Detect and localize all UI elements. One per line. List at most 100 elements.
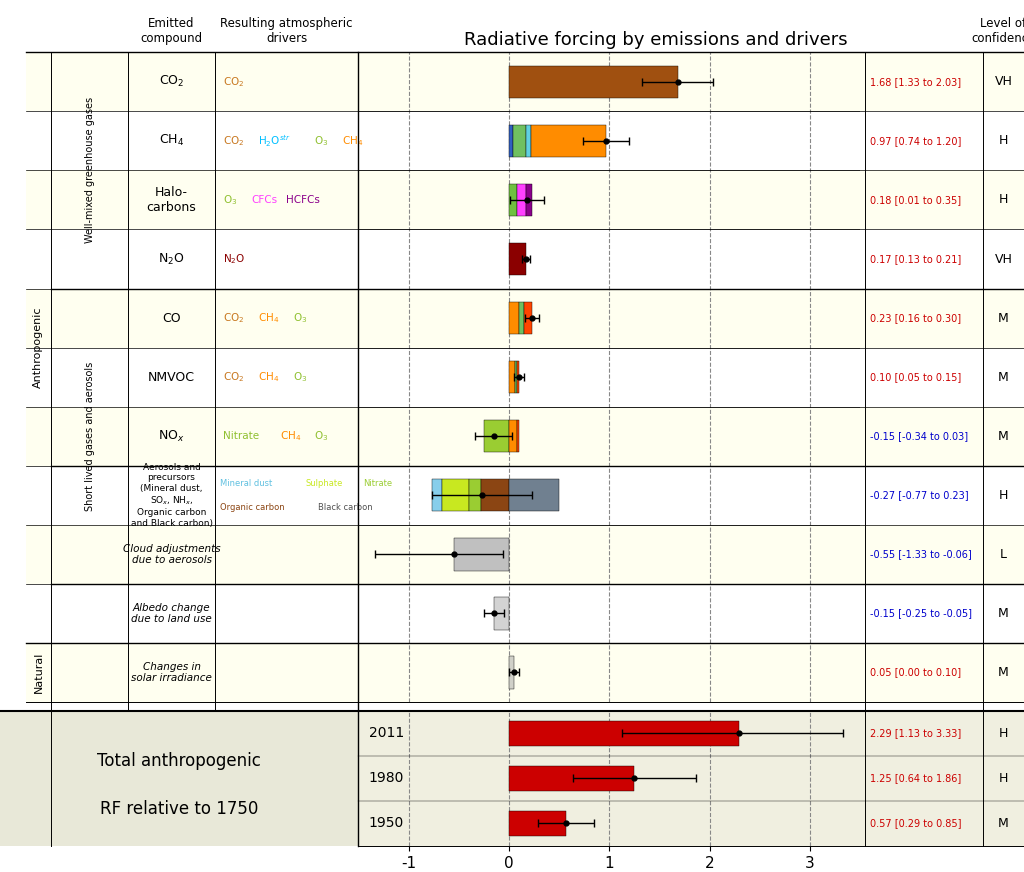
Text: M: M: [998, 607, 1009, 620]
Bar: [509, 811, 566, 835]
Bar: [531, 125, 606, 157]
Bar: [358, 584, 860, 643]
Text: Nitrate: Nitrate: [223, 431, 259, 441]
Text: NMVOC: NMVOC: [148, 371, 195, 384]
Bar: [358, 348, 860, 406]
Text: 1950: 1950: [369, 816, 403, 830]
Bar: [358, 643, 860, 702]
Text: CO$_2$: CO$_2$: [223, 134, 245, 148]
Text: O$_3$: O$_3$: [314, 429, 329, 443]
Text: Mineral dust: Mineral dust: [220, 479, 272, 488]
Text: M: M: [998, 666, 1009, 679]
Bar: [358, 756, 860, 800]
Text: M: M: [998, 371, 1009, 384]
Text: Organic carbon: Organic carbon: [220, 502, 285, 512]
Text: RF relative to 1750: RF relative to 1750: [100, 800, 258, 818]
Text: CFCs: CFCs: [251, 195, 278, 205]
Bar: [358, 711, 860, 756]
Bar: [358, 112, 860, 170]
Text: CO$_2$: CO$_2$: [159, 74, 184, 90]
Bar: [509, 125, 513, 157]
Text: CO$_2$: CO$_2$: [223, 75, 245, 89]
Text: HCFCs: HCFCs: [286, 195, 319, 205]
Text: Total anthropogenic: Total anthropogenic: [97, 752, 261, 770]
Text: 0.23 [0.16 to 0.30]: 0.23 [0.16 to 0.30]: [870, 313, 962, 324]
Text: -0.15 [-0.34 to 0.03]: -0.15 [-0.34 to 0.03]: [870, 431, 969, 441]
Text: H: H: [998, 194, 1009, 207]
Text: H: H: [998, 726, 1009, 739]
Bar: [509, 361, 515, 393]
Bar: [509, 65, 678, 98]
Text: CH$_4$: CH$_4$: [258, 311, 280, 325]
Text: NO$_x$: NO$_x$: [159, 429, 184, 444]
Text: CO: CO: [162, 311, 181, 324]
Text: H: H: [998, 134, 1009, 147]
Bar: [509, 184, 517, 216]
Text: CO$_2$: CO$_2$: [223, 371, 245, 384]
Text: CH$_4$: CH$_4$: [258, 371, 280, 384]
Text: Well-mixed greenhouse gases: Well-mixed greenhouse gases: [85, 98, 94, 243]
Text: CH$_4$: CH$_4$: [342, 134, 364, 148]
Bar: [517, 361, 519, 393]
Text: O$_3$: O$_3$: [223, 193, 238, 207]
Text: -0.15 [-0.25 to -0.05]: -0.15 [-0.25 to -0.05]: [870, 609, 973, 618]
Bar: [509, 302, 519, 334]
Text: 0.18 [0.01 to 0.35]: 0.18 [0.01 to 0.35]: [870, 195, 962, 205]
Text: 1.25 [0.64 to 1.86]: 1.25 [0.64 to 1.86]: [870, 773, 962, 783]
Text: Changes in
solar irradiance: Changes in solar irradiance: [131, 662, 212, 684]
Text: N$_2$O: N$_2$O: [159, 251, 184, 267]
Text: Short lived gases and aerosols: Short lived gases and aerosols: [85, 362, 94, 511]
Text: M: M: [998, 817, 1009, 830]
Text: 1980: 1980: [369, 771, 404, 786]
Text: Black carbon: Black carbon: [318, 502, 373, 512]
Bar: [454, 538, 509, 570]
Text: VH: VH: [994, 253, 1013, 265]
Text: Emitted
compound: Emitted compound: [140, 17, 203, 45]
Bar: [358, 800, 860, 846]
Bar: [509, 420, 517, 453]
Text: L: L: [1000, 548, 1007, 561]
Text: Nitrate: Nitrate: [364, 479, 392, 488]
Text: Natural: Natural: [34, 651, 43, 693]
Text: O$_3$: O$_3$: [293, 311, 307, 325]
Text: M: M: [998, 311, 1009, 324]
Bar: [432, 479, 441, 512]
Bar: [509, 721, 738, 746]
Text: 0.05 [0.00 to 0.10]: 0.05 [0.00 to 0.10]: [870, 667, 962, 678]
Text: M: M: [998, 430, 1009, 443]
Text: -0.55 [-1.33 to -0.06]: -0.55 [-1.33 to -0.06]: [870, 549, 972, 559]
Text: CO$_2$: CO$_2$: [223, 311, 245, 325]
Text: Albedo change
due to land use: Albedo change due to land use: [131, 603, 212, 624]
Bar: [358, 406, 860, 466]
Text: O$_3$: O$_3$: [293, 371, 307, 384]
Text: Anthropogenic: Anthropogenic: [34, 307, 43, 388]
Bar: [524, 302, 532, 334]
Text: H: H: [998, 772, 1009, 785]
Text: Halo-
carbons: Halo- carbons: [146, 186, 197, 214]
Bar: [526, 125, 531, 157]
Bar: [517, 184, 526, 216]
Text: Aerosols and
precursors
(Mineral dust,
SO$_x$, NH$_x$,
Organic carbon
and Black : Aerosols and precursors (Mineral dust, S…: [130, 463, 213, 528]
Bar: [358, 525, 860, 584]
Bar: [469, 479, 481, 512]
Bar: [483, 420, 509, 453]
Text: 1.68 [1.33 to 2.03]: 1.68 [1.33 to 2.03]: [870, 77, 962, 87]
Text: Resulting atmospheric
drivers: Resulting atmospheric drivers: [220, 17, 353, 45]
Text: -0.27 [-0.77 to 0.23]: -0.27 [-0.77 to 0.23]: [870, 490, 969, 501]
Text: H$_2$O$^{str}$: H$_2$O$^{str}$: [258, 133, 291, 149]
Bar: [517, 420, 519, 453]
Text: VH: VH: [994, 75, 1013, 88]
Text: CH$_4$: CH$_4$: [159, 133, 184, 148]
Text: 0.17 [0.13 to 0.21]: 0.17 [0.13 to 0.21]: [870, 254, 962, 264]
Bar: [358, 229, 860, 289]
Bar: [509, 657, 514, 689]
Text: Sulphate: Sulphate: [305, 479, 342, 488]
Text: Radiative forcing by emissions and drivers: Radiative forcing by emissions and drive…: [464, 31, 847, 49]
Text: O$_3$: O$_3$: [314, 134, 329, 148]
Bar: [513, 125, 526, 157]
Text: 0.57 [0.29 to 0.85]: 0.57 [0.29 to 0.85]: [870, 818, 962, 828]
Text: N$_2$O: N$_2$O: [223, 252, 246, 266]
Bar: [515, 361, 517, 393]
Bar: [509, 766, 634, 791]
Bar: [358, 170, 860, 229]
